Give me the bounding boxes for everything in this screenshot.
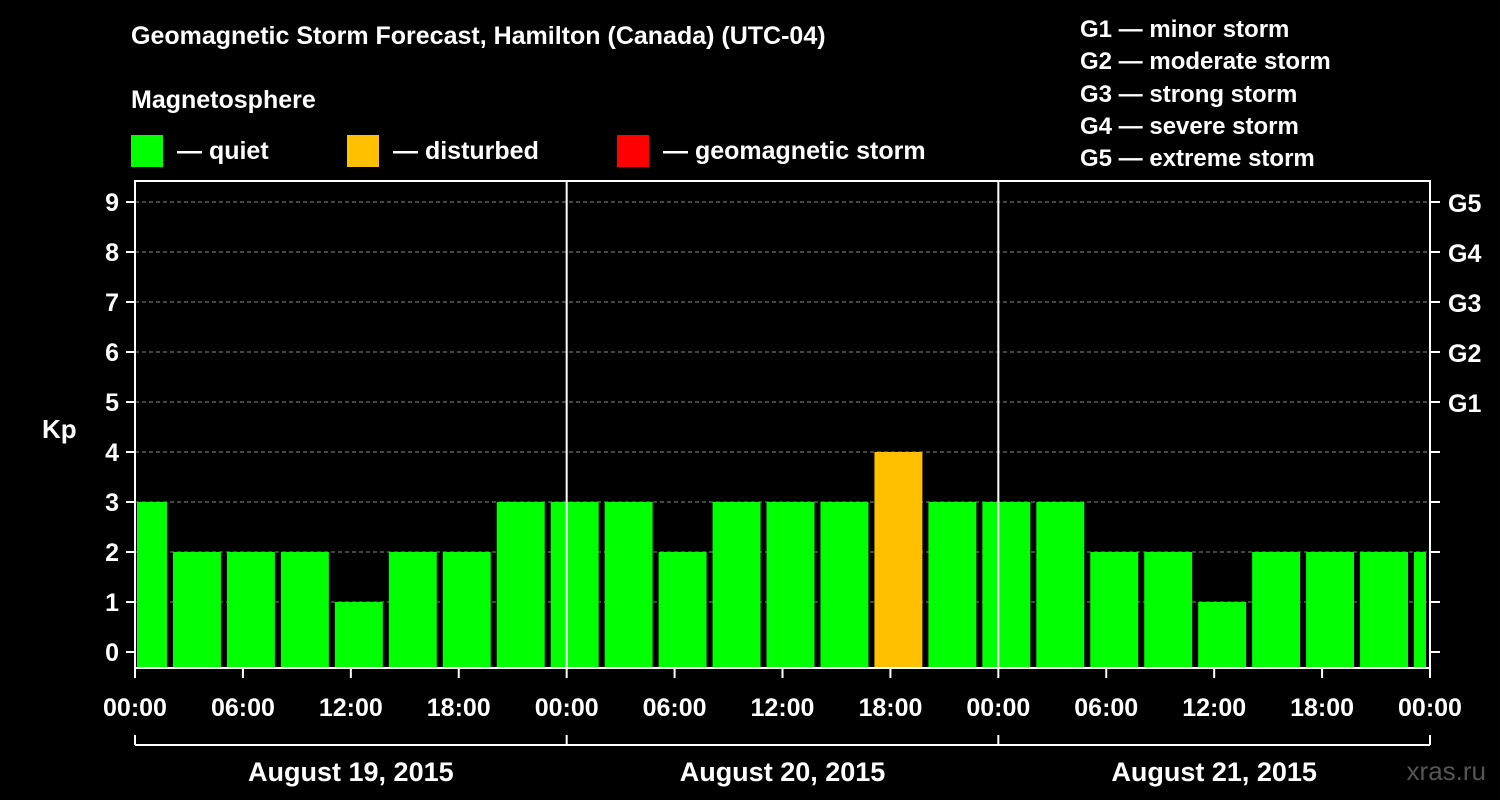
legend-swatch-quiet xyxy=(131,135,163,167)
storm-scale-legend: G1 — minor storm G2 — moderate storm G3 … xyxy=(1080,14,1331,175)
y-tick-label: 4 xyxy=(105,439,119,467)
x-tick-label: 00:00 xyxy=(1398,694,1462,722)
legend-item-quiet: — quiet xyxy=(131,134,269,168)
legend-label-storm: — geomagnetic storm xyxy=(663,136,926,165)
kp-bar xyxy=(1144,552,1193,668)
y-tick-label: 6 xyxy=(105,339,119,367)
kp-bar xyxy=(874,452,923,668)
kp-bar xyxy=(496,502,545,668)
legend-heading: Magnetosphere xyxy=(131,86,316,114)
chart-title: Geomagnetic Storm Forecast, Hamilton (Ca… xyxy=(131,22,826,50)
g-scale-label: G4 xyxy=(1448,240,1481,268)
storm-scale-g4: G4 — severe storm xyxy=(1080,112,1299,140)
kp-bar xyxy=(1252,552,1301,668)
storm-scale-g3: G3 — strong storm xyxy=(1080,80,1298,108)
legend-item-storm: — geomagnetic storm xyxy=(617,134,926,168)
kp-bar xyxy=(1360,552,1409,668)
g-scale-label: G1 xyxy=(1448,390,1481,418)
x-tick-label: 18:00 xyxy=(1290,694,1354,722)
y-tick-label: 3 xyxy=(105,489,119,517)
storm-scale-g2: G2 — moderate storm xyxy=(1080,48,1331,76)
legend-swatch-storm xyxy=(617,135,649,167)
x-tick-label: 00:00 xyxy=(966,694,1030,722)
x-tick-label: 06:00 xyxy=(211,694,275,722)
kp-bar xyxy=(137,502,167,668)
watermark: xras.ru xyxy=(1406,756,1486,786)
y-tick-label: 7 xyxy=(105,289,119,317)
g-scale-label: G3 xyxy=(1448,290,1481,318)
x-tick-label: 18:00 xyxy=(858,694,922,722)
kp-bar xyxy=(280,552,329,668)
kp-bar xyxy=(766,502,815,668)
x-tick-label: 00:00 xyxy=(535,694,599,722)
kp-bar xyxy=(172,552,221,668)
legend-label-quiet: — quiet xyxy=(177,136,269,165)
x-tick-label: 12:00 xyxy=(1182,694,1246,722)
y-tick-label: 9 xyxy=(105,189,119,217)
legend-swatch-disturbed xyxy=(347,135,379,167)
day-label: August 19, 2015 xyxy=(248,757,454,787)
kp-bar xyxy=(1306,552,1355,668)
g-scale-label: G5 xyxy=(1448,190,1481,218)
kp-bar xyxy=(334,602,383,668)
kp-bar xyxy=(442,552,491,668)
x-tick-label: 12:00 xyxy=(319,694,383,722)
kp-bar xyxy=(388,552,437,668)
legend-label-disturbed: — disturbed xyxy=(393,136,539,165)
x-tick-label: 12:00 xyxy=(751,694,815,722)
legend-item-disturbed: — disturbed xyxy=(347,134,539,168)
y-axis-label: Kp xyxy=(42,414,77,444)
x-tick-label: 06:00 xyxy=(643,694,707,722)
y-tick-label: 8 xyxy=(105,239,119,267)
y-tick-label: 2 xyxy=(105,539,119,567)
storm-scale-g5: G5 — extreme storm xyxy=(1080,145,1315,173)
y-tick-label: 5 xyxy=(105,389,119,417)
day-label: August 21, 2015 xyxy=(1111,757,1317,787)
kp-bar xyxy=(1090,552,1139,668)
kp-bar xyxy=(820,502,869,668)
kp-bar xyxy=(550,502,599,668)
kp-bar xyxy=(1198,602,1247,668)
kp-bar xyxy=(1414,552,1426,668)
storm-scale-g1: G1 — minor storm xyxy=(1080,16,1290,43)
kp-bar xyxy=(226,552,275,668)
kp-bar xyxy=(928,502,977,668)
kp-bar xyxy=(712,502,761,668)
y-tick-label: 1 xyxy=(105,589,119,617)
y-tick-label: 0 xyxy=(105,639,119,667)
kp-bar xyxy=(1036,502,1085,668)
x-tick-label: 18:00 xyxy=(427,694,491,722)
kp-bar xyxy=(604,502,653,668)
x-tick-label: 06:00 xyxy=(1074,694,1138,722)
g-scale-label: G2 xyxy=(1448,340,1481,368)
x-tick-label: 00:00 xyxy=(103,694,167,722)
kp-bar xyxy=(982,502,1031,668)
day-label: August 20, 2015 xyxy=(680,757,886,787)
kp-bar xyxy=(658,552,707,668)
